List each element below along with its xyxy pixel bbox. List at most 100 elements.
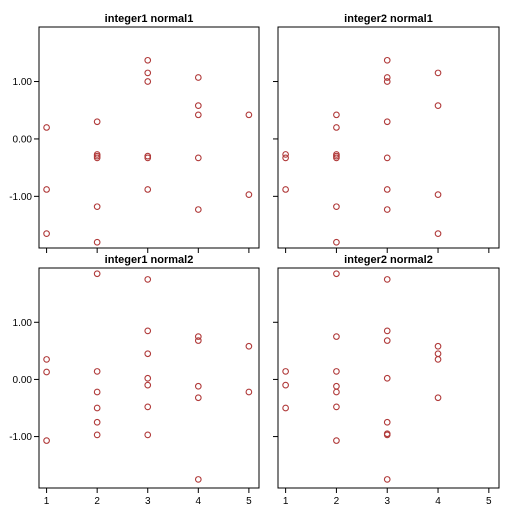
data-point [383,374,391,382]
data-point [282,151,289,158]
data-point [194,476,202,483]
data-point [194,206,202,213]
data-point [144,154,152,162]
data-point [144,327,152,335]
data-point [194,382,202,390]
data-point [333,238,340,246]
data-point [194,74,202,81]
data-point [383,327,391,335]
panel-4: integer2 normal2 1 2 3 4 5 [273,254,500,507]
panel-3: integer1 normal2 1.00 0.00 -1.00 1 2 3 4 5 [9,254,260,507]
data-point [194,111,202,119]
x-tick-label: 5 [486,496,492,507]
data-point [43,437,50,444]
x-tick-label: 5 [246,496,252,507]
data-point [144,69,152,77]
plot-frame [277,26,500,249]
data-point [194,154,202,162]
data-point [144,276,152,283]
x-tick-label: 4 [435,496,441,507]
data-point [43,230,50,237]
data-point [93,118,101,126]
data-point [144,186,152,193]
panel-title: integer1 normal1 [105,13,194,25]
panel-2: integer2 normal1 [273,13,500,253]
data-point [333,368,340,375]
data-point [383,118,391,126]
data-point [144,381,152,389]
data-point [43,124,50,131]
data-point [383,276,391,283]
x-tick-label: 3 [145,496,151,507]
data-point [282,381,289,389]
data-point [333,154,340,162]
data-point [333,403,340,411]
data-point [383,431,391,439]
y-tick-label: 1.00 [13,77,33,88]
data-point [144,374,152,382]
plot-frame [38,267,260,489]
data-point [93,404,101,412]
data-point [383,206,391,213]
panel-title: integer1 normal2 [105,254,194,266]
x-tick-label: 3 [384,496,390,507]
panel-title: integer2 normal1 [344,13,433,25]
data-point [333,388,340,396]
data-point [434,230,442,237]
data-point [93,154,101,162]
data-point [333,203,340,211]
data-point [93,270,101,278]
data-point [245,111,253,119]
data-point [333,111,340,119]
data-point [434,394,442,402]
plot-frame [277,267,500,489]
data-point [333,270,340,278]
data-point [383,337,391,344]
data-point [144,78,152,85]
y-tick-label: -1.00 [9,192,32,203]
data-point [43,368,50,376]
x-tick-label: 1 [283,496,289,507]
data-point [383,476,391,483]
data-point [282,404,289,412]
data-point [194,102,202,109]
data-point [434,342,442,350]
x-tick-label: 4 [196,496,202,507]
data-point [333,437,340,444]
data-point [194,333,202,340]
data-point [43,356,50,363]
x-tick-label: 2 [94,496,100,507]
x-tick-label: 1 [44,496,50,507]
data-point [43,186,50,193]
y-tick-label: 0.00 [13,375,33,386]
data-point [93,418,101,426]
data-point [144,403,152,411]
data-point [245,388,253,396]
x-tick-label: 2 [334,496,340,507]
data-point [333,333,340,340]
data-point [434,69,442,77]
data-point [93,368,101,375]
data-point [434,102,442,109]
panel-title: integer2 normal2 [344,254,433,266]
data-point [434,191,442,198]
data-point [93,388,101,396]
data-point [144,431,152,439]
data-point [194,394,202,402]
data-point [245,342,253,350]
data-point [93,431,101,439]
y-tick-label: 1.00 [13,318,33,329]
data-point [383,418,391,426]
data-point [194,337,202,344]
data-point [383,186,391,193]
data-point [333,124,340,131]
data-point [245,191,253,198]
y-tick-label: 0.00 [13,134,33,145]
data-point [144,56,152,64]
data-point [383,56,391,64]
data-point [282,186,289,193]
data-point [282,154,289,162]
data-point [383,154,391,162]
data-point [93,238,101,246]
